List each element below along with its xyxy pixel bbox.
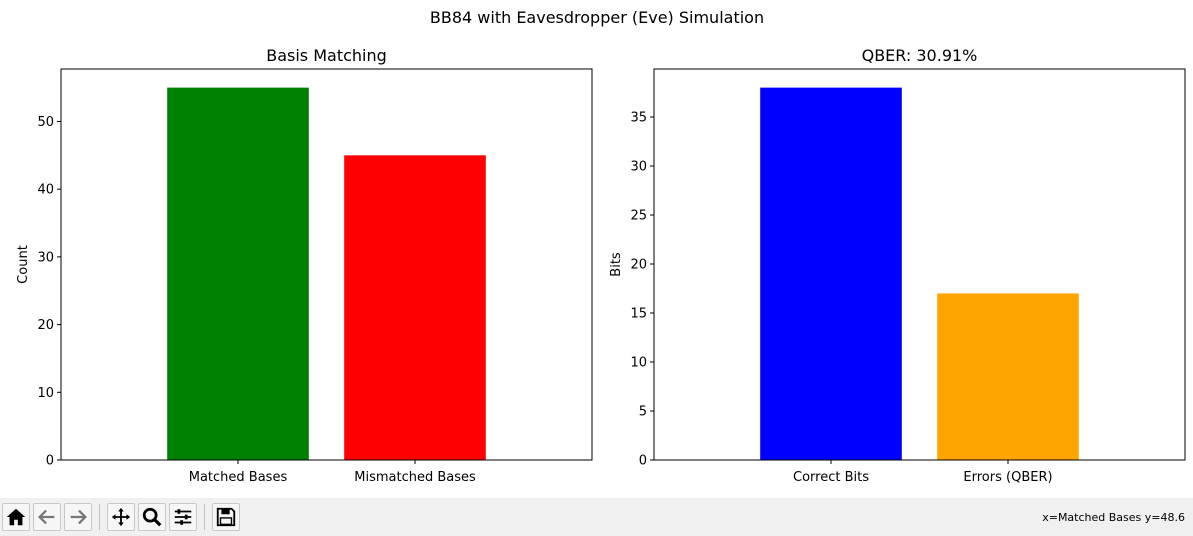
y-tick-label: 20 xyxy=(37,318,54,333)
y-axis-label: Bits xyxy=(609,252,624,277)
pan-icon xyxy=(111,507,131,527)
x-tick-label: Errors (QBER) xyxy=(963,470,1052,485)
y-tick-label: 0 xyxy=(46,454,54,469)
axes-title: QBER: 30.91% xyxy=(862,46,978,65)
axes-frame xyxy=(653,68,1186,461)
y-tick-label: 5 xyxy=(639,405,647,420)
back-icon xyxy=(38,509,55,525)
save-button[interactable] xyxy=(212,503,240,531)
bar xyxy=(167,87,309,460)
toolbar-separator xyxy=(204,504,205,530)
y-tick-label: 40 xyxy=(37,183,54,198)
forward-button[interactable] xyxy=(64,503,92,531)
x-tick-label: Correct Bits xyxy=(793,470,869,485)
y-tick-label: 10 xyxy=(630,356,647,371)
configure-subplots-button[interactable] xyxy=(169,503,197,531)
figure-suptitle: BB84 with Eavesdropper (Eve) Simulation xyxy=(430,8,764,27)
bar xyxy=(344,155,486,460)
y-axis-label: Count xyxy=(16,245,31,284)
y-tick-label: 35 xyxy=(630,111,647,126)
y-tick-label: 15 xyxy=(630,307,647,322)
y-tick-label: 30 xyxy=(37,250,54,265)
y-tick-label: 10 xyxy=(37,386,54,401)
back-button[interactable] xyxy=(33,503,61,531)
y-tick-label: 30 xyxy=(630,160,647,175)
toolbar-separator xyxy=(99,504,100,530)
y-tick-label: 25 xyxy=(630,209,647,224)
x-tick-label: Mismatched Bases xyxy=(354,470,476,485)
configure-subplots-icon xyxy=(174,509,192,525)
zoom-icon xyxy=(142,507,162,527)
cursor-coordinates: x=Matched Bases y=48.6 xyxy=(1042,510,1185,524)
forward-icon xyxy=(70,509,87,525)
y-tick-label: 50 xyxy=(37,115,54,130)
axes-title: Basis Matching xyxy=(266,46,387,65)
save-icon xyxy=(216,507,236,527)
x-tick-label: Matched Bases xyxy=(189,470,288,485)
bar xyxy=(937,293,1079,460)
home-button[interactable] xyxy=(2,503,30,531)
pan-button[interactable] xyxy=(107,503,135,531)
home-icon xyxy=(6,508,26,526)
navigation-toolbar: x=Matched Bases y=48.6 xyxy=(0,498,1193,536)
y-tick-label: 20 xyxy=(630,258,647,273)
zoom-button[interactable] xyxy=(138,503,166,531)
y-tick-label: 0 xyxy=(639,454,647,469)
figure: BB84 with Eavesdropper (Eve) Simulation … xyxy=(16,8,1186,485)
bar xyxy=(760,87,902,460)
axes-frame xyxy=(60,68,593,461)
figure-canvas: BB84 with Eavesdropper (Eve) Simulation … xyxy=(16,8,1186,485)
